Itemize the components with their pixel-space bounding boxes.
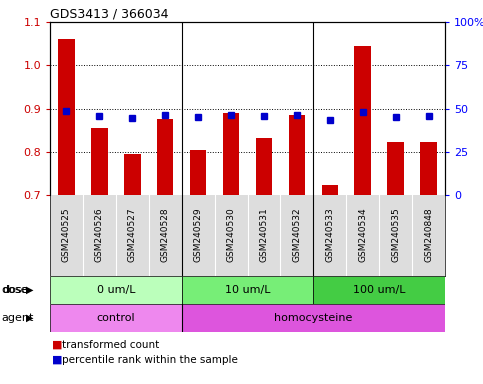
Bar: [182, 276, 313, 304]
Bar: [313, 276, 445, 304]
Text: 10 um/L: 10 um/L: [225, 285, 270, 295]
Bar: [124, 154, 141, 195]
Text: homocysteine: homocysteine: [274, 313, 353, 323]
Text: ▶: ▶: [26, 285, 33, 295]
Text: ■: ■: [52, 340, 62, 350]
Text: GSM240534: GSM240534: [358, 207, 367, 262]
Bar: [322, 185, 338, 195]
Text: GSM240529: GSM240529: [194, 207, 203, 262]
Text: 0 um/L: 0 um/L: [97, 285, 135, 295]
Text: agent: agent: [1, 313, 33, 323]
Text: control: control: [97, 313, 135, 323]
Bar: [190, 150, 206, 195]
Text: GSM240530: GSM240530: [227, 207, 236, 262]
Bar: [223, 113, 239, 195]
Text: GSM240531: GSM240531: [259, 207, 269, 262]
Text: dose: dose: [1, 285, 28, 295]
Bar: [182, 304, 445, 332]
Bar: [91, 128, 108, 195]
Text: GSM240535: GSM240535: [391, 207, 400, 262]
Text: GSM240526: GSM240526: [95, 207, 104, 262]
Bar: [256, 138, 272, 195]
Bar: [355, 46, 371, 195]
Text: GSM240848: GSM240848: [424, 207, 433, 262]
Text: GSM240528: GSM240528: [161, 207, 170, 262]
Bar: [387, 142, 404, 195]
Text: ■: ■: [52, 355, 62, 365]
Bar: [420, 142, 437, 195]
Bar: [50, 304, 182, 332]
Text: GSM240533: GSM240533: [325, 207, 334, 262]
Bar: [58, 39, 75, 195]
Text: percentile rank within the sample: percentile rank within the sample: [62, 355, 238, 365]
Bar: [289, 115, 305, 195]
Text: 100 um/L: 100 um/L: [353, 285, 405, 295]
Text: dose: dose: [2, 285, 28, 295]
Text: ▶: ▶: [26, 313, 33, 323]
Text: GSM240525: GSM240525: [62, 207, 71, 262]
Bar: [50, 276, 182, 304]
Text: GSM240527: GSM240527: [128, 207, 137, 262]
Text: GSM240532: GSM240532: [292, 207, 301, 262]
Text: GDS3413 / 366034: GDS3413 / 366034: [50, 8, 169, 21]
Bar: [157, 119, 173, 195]
Text: transformed count: transformed count: [62, 340, 159, 350]
